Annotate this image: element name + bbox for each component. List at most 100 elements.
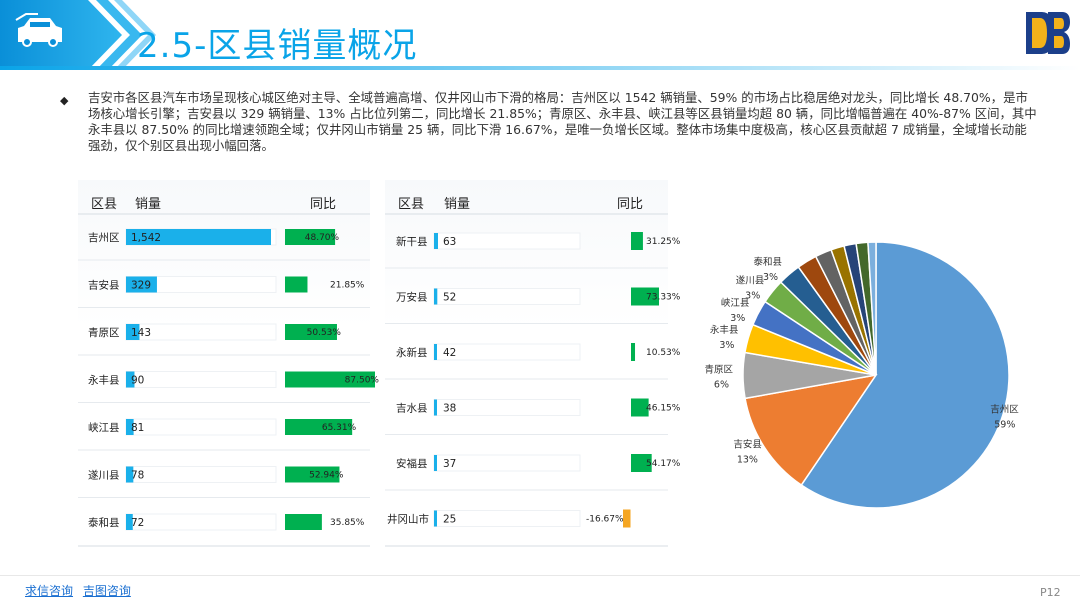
sales-value-label: 63 — [443, 236, 456, 248]
county-label: 永丰县 — [88, 374, 120, 387]
footer-link-qiuxin[interactable]: 求信咨询 — [25, 584, 74, 598]
header-banner: 2.5-区县销量概况 — [0, 0, 1080, 80]
col-header-sales: 销量 — [135, 197, 162, 212]
pie-label-name: 永丰县 — [710, 324, 739, 336]
yoy-value-label: 10.53% — [646, 348, 681, 358]
pie-slice — [800, 241, 1010, 509]
sales-bar — [126, 371, 135, 388]
yoy-bar — [285, 371, 375, 388]
yoy-value-label: 48.70% — [305, 233, 340, 243]
yoy-value-label: 65.31% — [322, 423, 357, 433]
pie-slice — [867, 241, 877, 376]
page-number: P12 — [1040, 586, 1061, 599]
pie-label-pct: 6% — [714, 380, 729, 391]
sales-bar — [126, 324, 140, 340]
col-header-county-2: 区县 — [398, 197, 425, 212]
sales-value-label: 25 — [443, 514, 456, 526]
sales-bar — [434, 344, 437, 360]
county-label: 吉州区 — [88, 232, 120, 244]
pie-label-pct: 3% — [745, 290, 760, 301]
sales-bar — [126, 514, 133, 530]
sales-bar — [434, 233, 438, 249]
pie-label-name: 吉州区 — [990, 405, 1019, 416]
pie-label-name: 遂川县 — [736, 274, 765, 286]
sales-value-label: 329 — [131, 280, 151, 292]
page-title: 2.5-区县销量概况 — [137, 26, 418, 66]
footer-divider — [0, 575, 1080, 576]
yoy-value-label: 31.25% — [646, 237, 681, 247]
county-label: 泰和县 — [88, 516, 120, 529]
yoy-bar — [285, 229, 336, 245]
pie-label-name: 青原区 — [704, 364, 733, 376]
yoy-bar — [631, 398, 649, 417]
pie-label-pct: 13% — [737, 454, 758, 465]
yoy-bar — [285, 514, 322, 530]
sales-bar — [126, 466, 134, 483]
pie-label-pct: 3% — [763, 272, 778, 283]
summary-paragraph: 吉安市各区县汽车市场呈现核心城区绝对主导、全域普遍高增、仅井冈山市下滑的格局：吉… — [88, 90, 1037, 153]
yoy-bar — [631, 232, 643, 250]
yoy-bar-negative — [623, 509, 631, 528]
yoy-value-label: 73.33% — [646, 293, 681, 303]
yoy-bar — [631, 287, 659, 306]
yoy-value-label: 21.85% — [330, 281, 365, 291]
sales-bar — [126, 276, 157, 293]
yoy-value-label: 54.17% — [646, 459, 681, 469]
sales-bar — [126, 229, 271, 245]
county-label: 吉安县 — [88, 279, 120, 292]
sales-value-label: 90 — [131, 375, 144, 387]
col-header-county: 区县 — [91, 197, 118, 212]
county-label: 永新县 — [396, 346, 428, 359]
yoy-bar — [285, 324, 337, 340]
county-label: 遂川县 — [88, 469, 120, 482]
sales-value-label: 1,542 — [131, 232, 161, 244]
footer-links: 求信咨询 吉图咨询 — [25, 582, 137, 599]
sales-value-label: 42 — [443, 347, 456, 359]
county-label: 峡江县 — [88, 421, 120, 434]
county-label: 吉水县 — [396, 403, 428, 415]
county-label: 青原区 — [88, 326, 120, 339]
pie-label-pct: 3% — [730, 313, 745, 324]
car-icon — [15, 13, 62, 47]
pie-label-name: 峡江县 — [721, 297, 750, 309]
yoy-value-label: 46.15% — [646, 404, 681, 414]
sales-bar — [126, 419, 134, 435]
sales-value-label: 81 — [131, 422, 144, 434]
sales-bar — [434, 455, 437, 471]
db-logo — [1026, 12, 1070, 54]
sales-bar — [434, 510, 437, 527]
sales-value-label: 143 — [131, 327, 151, 339]
yoy-value-label: 52.94% — [309, 471, 344, 481]
yoy-bar — [285, 276, 308, 293]
footer-link-jitu[interactable]: 吉图咨询 — [82, 584, 131, 598]
county-label: 新干县 — [396, 235, 428, 248]
col-header-yoy-2: 同比 — [617, 197, 644, 212]
col-header-sales-2: 销量 — [444, 197, 471, 212]
yoy-value-label: 50.53% — [307, 328, 342, 338]
pie-label-pct: 3% — [719, 340, 734, 351]
county-label: 井冈山市 — [387, 513, 429, 526]
pie-label-pct: 59% — [994, 420, 1015, 431]
sales-value-label: 72 — [131, 517, 144, 529]
county-label: 万安县 — [396, 291, 428, 304]
pie-label-name: 吉安县 — [733, 438, 762, 450]
yoy-bar — [631, 343, 636, 361]
sales-bar — [434, 399, 437, 416]
yoy-bar — [285, 466, 340, 483]
sales-value-label: 38 — [443, 403, 456, 415]
yoy-value-label: -16.67% — [586, 515, 624, 525]
yoy-bar — [285, 419, 353, 435]
sales-value-label: 37 — [443, 458, 456, 470]
sales-value-label: 52 — [443, 292, 456, 304]
pie-slice — [744, 373, 878, 487]
yoy-bar — [631, 454, 652, 472]
pie-label-name: 泰和县 — [754, 256, 783, 268]
col-header-yoy: 同比 — [310, 197, 337, 212]
sales-bar — [434, 288, 438, 305]
yoy-value-label: 87.50% — [345, 376, 380, 386]
county-label: 安福县 — [396, 457, 428, 470]
bullet-icon: ◆ — [60, 94, 69, 107]
sales-value-label: 78 — [131, 470, 144, 482]
